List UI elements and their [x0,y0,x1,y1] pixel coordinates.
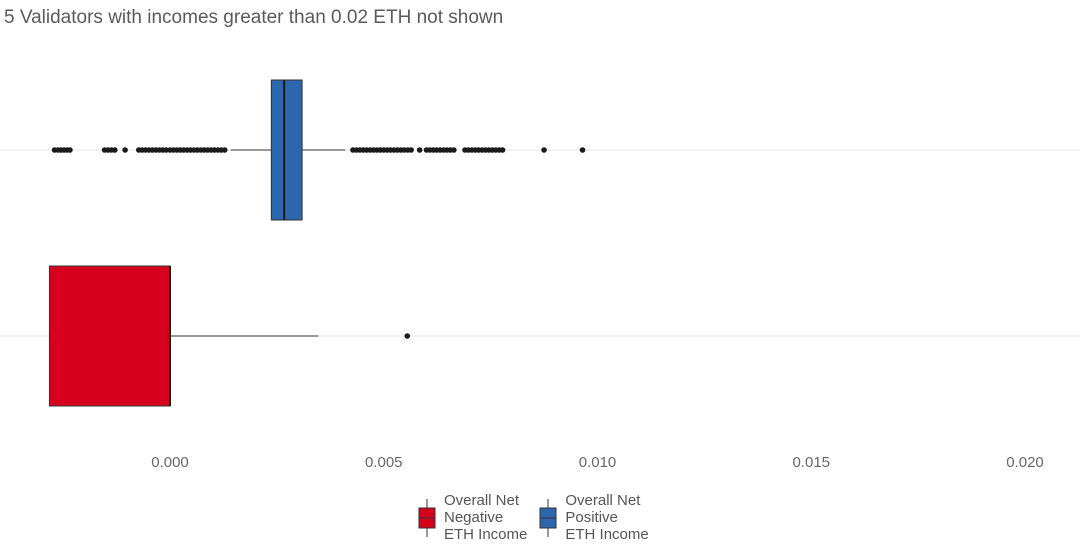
legend-item-negative: Overall Net Negative ETH Income [418,492,527,543]
x-tick-label: 0.010 [579,454,617,471]
outlier-point-positive [541,147,547,153]
outlier-point-positive [579,147,586,153]
legend-label-positive: Overall Net Positive ETH Income [565,492,649,543]
legend-item-positive: Overall Net Positive ETH Income [539,492,649,543]
box-negative [48,265,171,407]
chart-legend: Overall Net Negative ETH Income Overall … [418,492,649,543]
outlier-point-positive [499,147,506,153]
legend-label-negative: Overall Net Negative ETH Income [444,492,528,543]
x-tick-label: 0.015 [792,454,830,471]
boxplot-chart: 0.000 0.005 0.010 0.015 0.020 [0,79,1080,471]
outlier-point-negative [404,333,411,339]
outlier-point-positive [416,147,423,153]
x-tick-label: 0.020 [1006,454,1044,471]
box-positive [270,79,303,221]
outlier-point-positive [221,147,228,153]
legend-key-negative [418,498,436,537]
outlier-point-positive [408,147,414,153]
x-tick-label: 0.000 [151,454,189,471]
outlier-point-positive [451,147,457,153]
outlier-point-positive [163,147,169,153]
outlier-point-positive [67,147,73,153]
legend-key-positive [539,498,557,537]
outlier-point-positive [122,147,128,153]
x-tick-label: 0.005 [365,454,403,471]
outlier-point-positive [112,147,118,153]
chart-subtitle: 5 Validators with incomes greater than 0… [4,7,504,28]
